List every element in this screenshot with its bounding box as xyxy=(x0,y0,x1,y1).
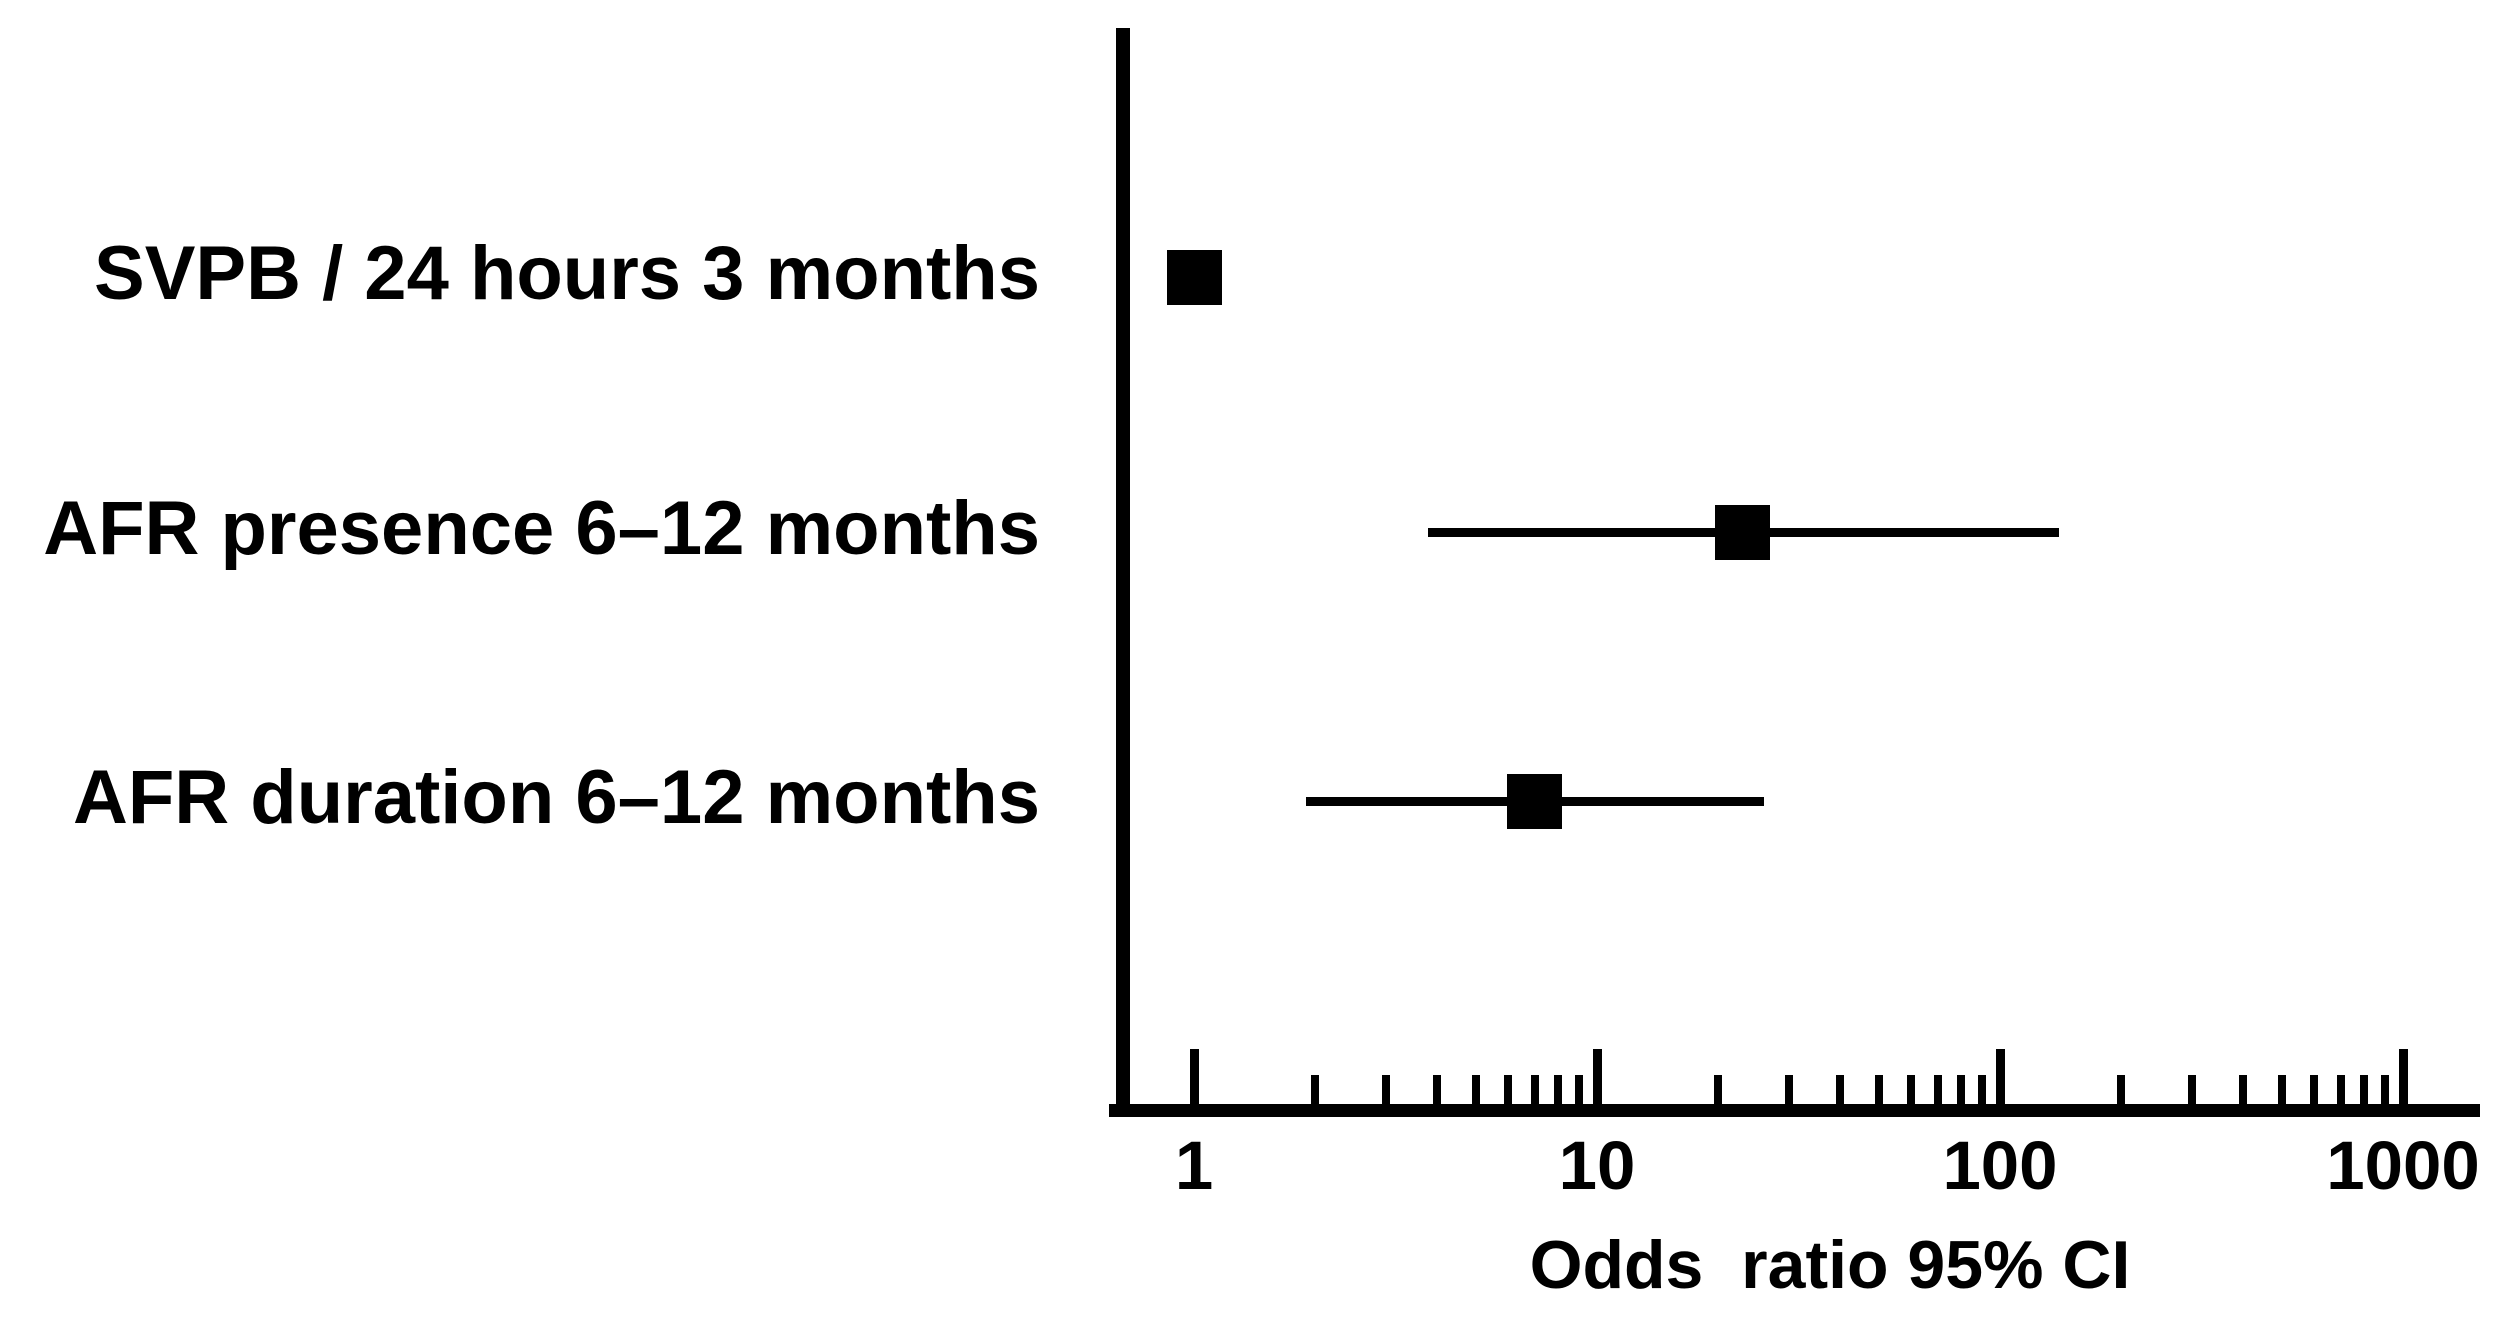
x-tick-minor xyxy=(1311,1075,1320,1105)
x-tick-minor xyxy=(1553,1075,1562,1105)
x-tick-minor xyxy=(1933,1075,1942,1105)
x-tick-minor xyxy=(2238,1075,2247,1105)
x-tick-label: 1000 xyxy=(2326,1127,2480,1204)
x-tick-minor xyxy=(1432,1075,1441,1105)
or-marker xyxy=(1507,773,1563,829)
x-axis-title: Odds ratio 95% CI xyxy=(1529,1227,2131,1303)
x-tick-minor xyxy=(2380,1075,2389,1105)
row-label: AFR presence 6–12 months xyxy=(43,486,1040,571)
x-tick-minor xyxy=(1874,1075,1883,1105)
x-tick-minor xyxy=(2277,1075,2286,1105)
x-tick-minor xyxy=(1714,1075,1723,1105)
x-tick-minor xyxy=(1906,1075,1915,1105)
or-marker xyxy=(1166,249,1222,305)
x-tick-major xyxy=(2398,1049,2408,1105)
row-label: AFR duration 6–12 months xyxy=(73,755,1040,840)
row-label: SVPB / 24 hours 3 months xyxy=(94,231,1040,316)
x-tick-minor xyxy=(1956,1075,1965,1105)
x-tick-minor xyxy=(1835,1075,1844,1105)
x-tick-minor xyxy=(1977,1075,1986,1105)
x-tick-label: 100 xyxy=(1942,1127,2058,1204)
x-tick-minor xyxy=(2188,1075,2197,1105)
x-tick-major xyxy=(1189,1049,1199,1105)
x-tick-minor xyxy=(1785,1075,1794,1105)
x-tick-minor xyxy=(1503,1075,1512,1105)
x-tick-label: 10 xyxy=(1558,1127,1636,1204)
x-axis-line xyxy=(1109,1104,2480,1117)
x-tick-minor xyxy=(1530,1075,1539,1105)
x-tick-major xyxy=(1995,1049,2005,1105)
x-tick-minor xyxy=(1574,1075,1583,1105)
x-tick-minor xyxy=(1471,1075,1480,1105)
y-axis-line xyxy=(1116,28,1130,1117)
x-tick-major xyxy=(1592,1049,1602,1105)
x-tick-label: 1 xyxy=(1174,1127,1214,1204)
x-tick-minor xyxy=(2359,1075,2368,1105)
x-tick-minor xyxy=(2336,1075,2345,1105)
x-tick-minor xyxy=(2309,1075,2318,1105)
x-tick-minor xyxy=(2117,1075,2126,1105)
x-tick-minor xyxy=(1382,1075,1391,1105)
or-marker xyxy=(1715,504,1771,560)
